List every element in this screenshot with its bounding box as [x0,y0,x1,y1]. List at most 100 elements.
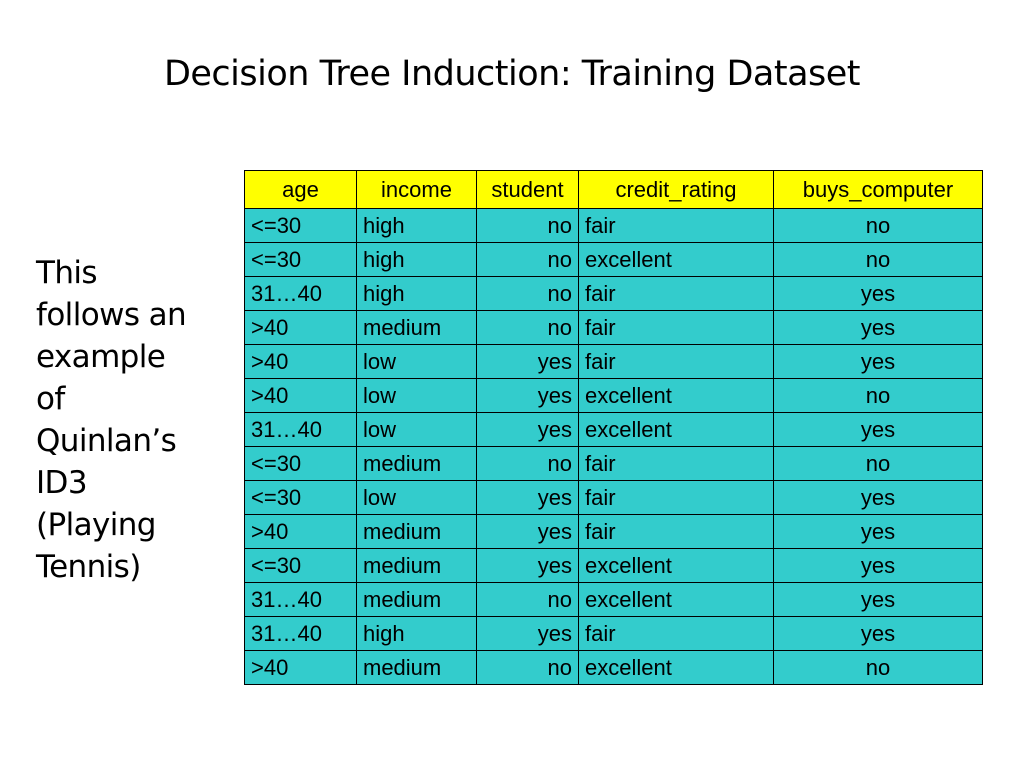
table-row: 31…40 low yes excellent yes [244,412,983,447]
cell-student: yes [476,548,579,583]
side-note-line: ID3 [36,465,88,501]
cell-age: <=30 [244,480,357,515]
cell-age: 31…40 [244,616,357,651]
table-header-row: age income student credit_rating buys_co… [244,170,983,209]
table-row: 31…40 medium no excellent yes [244,582,983,617]
side-note-line: example [36,339,166,375]
cell-student: yes [476,480,579,515]
cell-student: yes [476,616,579,651]
cell-student: yes [476,378,579,413]
cell-income: medium [356,548,477,583]
side-note-line: (Playing [36,507,156,543]
cell-buys-computer: no [773,650,983,685]
cell-age: 31…40 [244,582,357,617]
cell-income: medium [356,582,477,617]
cell-income: low [356,344,477,379]
cell-income: medium [356,310,477,345]
cell-student: no [476,276,579,311]
cell-income: medium [356,514,477,549]
column-header-buys-computer: buys_computer [773,170,983,209]
cell-credit-rating: fair [578,276,774,311]
table-row: <=30 low yes fair yes [244,480,983,515]
cell-credit-rating: excellent [578,378,774,413]
side-note-line: of [36,381,65,417]
cell-age: 31…40 [244,276,357,311]
table-row: >40 medium yes fair yes [244,514,983,549]
side-note: This follows an example of Quinlan’s ID3… [36,252,226,588]
table-row: <=30 medium yes excellent yes [244,548,983,583]
cell-student: no [476,310,579,345]
cell-age: >40 [244,310,357,345]
cell-income: low [356,480,477,515]
cell-buys-computer: yes [773,480,983,515]
table-row: 31…40 high no fair yes [244,276,983,311]
cell-credit-rating: fair [578,344,774,379]
cell-credit-rating: excellent [578,548,774,583]
cell-age: 31…40 [244,412,357,447]
cell-buys-computer: yes [773,582,983,617]
cell-income: high [356,616,477,651]
table-row: >40 low yes fair yes [244,344,983,379]
cell-age: <=30 [244,446,357,481]
table-row: <=30 high no fair no [244,208,983,243]
column-header-student: student [476,170,579,209]
table-row: 31…40 high yes fair yes [244,616,983,651]
cell-buys-computer: yes [773,310,983,345]
column-header-income: income [356,170,477,209]
cell-buys-computer: yes [773,344,983,379]
column-header-credit-rating: credit_rating [578,170,774,209]
cell-income: high [356,242,477,277]
cell-credit-rating: excellent [578,242,774,277]
side-note-line: Quinlan’s [36,423,177,459]
cell-income: medium [356,446,477,481]
cell-age: >40 [244,378,357,413]
cell-student: yes [476,412,579,447]
cell-buys-computer: yes [773,412,983,447]
cell-student: yes [476,514,579,549]
cell-income: low [356,378,477,413]
column-header-age: age [244,170,357,209]
table-body: <=30 high no fair no <=30 high no excellent no 31…… [244,208,983,685]
cell-credit-rating: excellent [578,582,774,617]
cell-buys-computer: no [773,242,983,277]
side-note-line: Tennis) [36,549,141,585]
table-row: >40 medium no excellent no [244,650,983,685]
cell-buys-computer: no [773,378,983,413]
cell-student: no [476,208,579,243]
cell-buys-computer: yes [773,616,983,651]
cell-credit-rating: fair [578,514,774,549]
cell-age: >40 [244,344,357,379]
cell-age: <=30 [244,208,357,243]
cell-credit-rating: fair [578,446,774,481]
cell-student: yes [476,344,579,379]
cell-credit-rating: fair [578,310,774,345]
cell-student: no [476,242,579,277]
cell-credit-rating: fair [578,208,774,243]
table-row: >40 medium no fair yes [244,310,983,345]
table-row: <=30 high no excellent no [244,242,983,277]
cell-age: <=30 [244,548,357,583]
training-dataset-table: age income student credit_rating buys_co… [244,170,983,685]
slide-title: Decision Tree Induction: Training Datase… [163,54,861,94]
cell-buys-computer: yes [773,548,983,583]
cell-buys-computer: yes [773,276,983,311]
side-note-line: follows an [36,297,187,333]
cell-credit-rating: excellent [578,412,774,447]
table-row: <=30 medium no fair no [244,446,983,481]
cell-buys-computer: no [773,446,983,481]
cell-income: high [356,276,477,311]
cell-student: no [476,582,579,617]
cell-credit-rating: fair [578,480,774,515]
side-note-line: This [36,255,98,291]
cell-income: high [356,208,477,243]
cell-age: >40 [244,514,357,549]
cell-buys-computer: yes [773,514,983,549]
cell-buys-computer: no [773,208,983,243]
cell-student: no [476,446,579,481]
cell-age: <=30 [244,242,357,277]
cell-credit-rating: fair [578,616,774,651]
table-row: >40 low yes excellent no [244,378,983,413]
cell-income: low [356,412,477,447]
cell-income: medium [356,650,477,685]
cell-credit-rating: excellent [578,650,774,685]
